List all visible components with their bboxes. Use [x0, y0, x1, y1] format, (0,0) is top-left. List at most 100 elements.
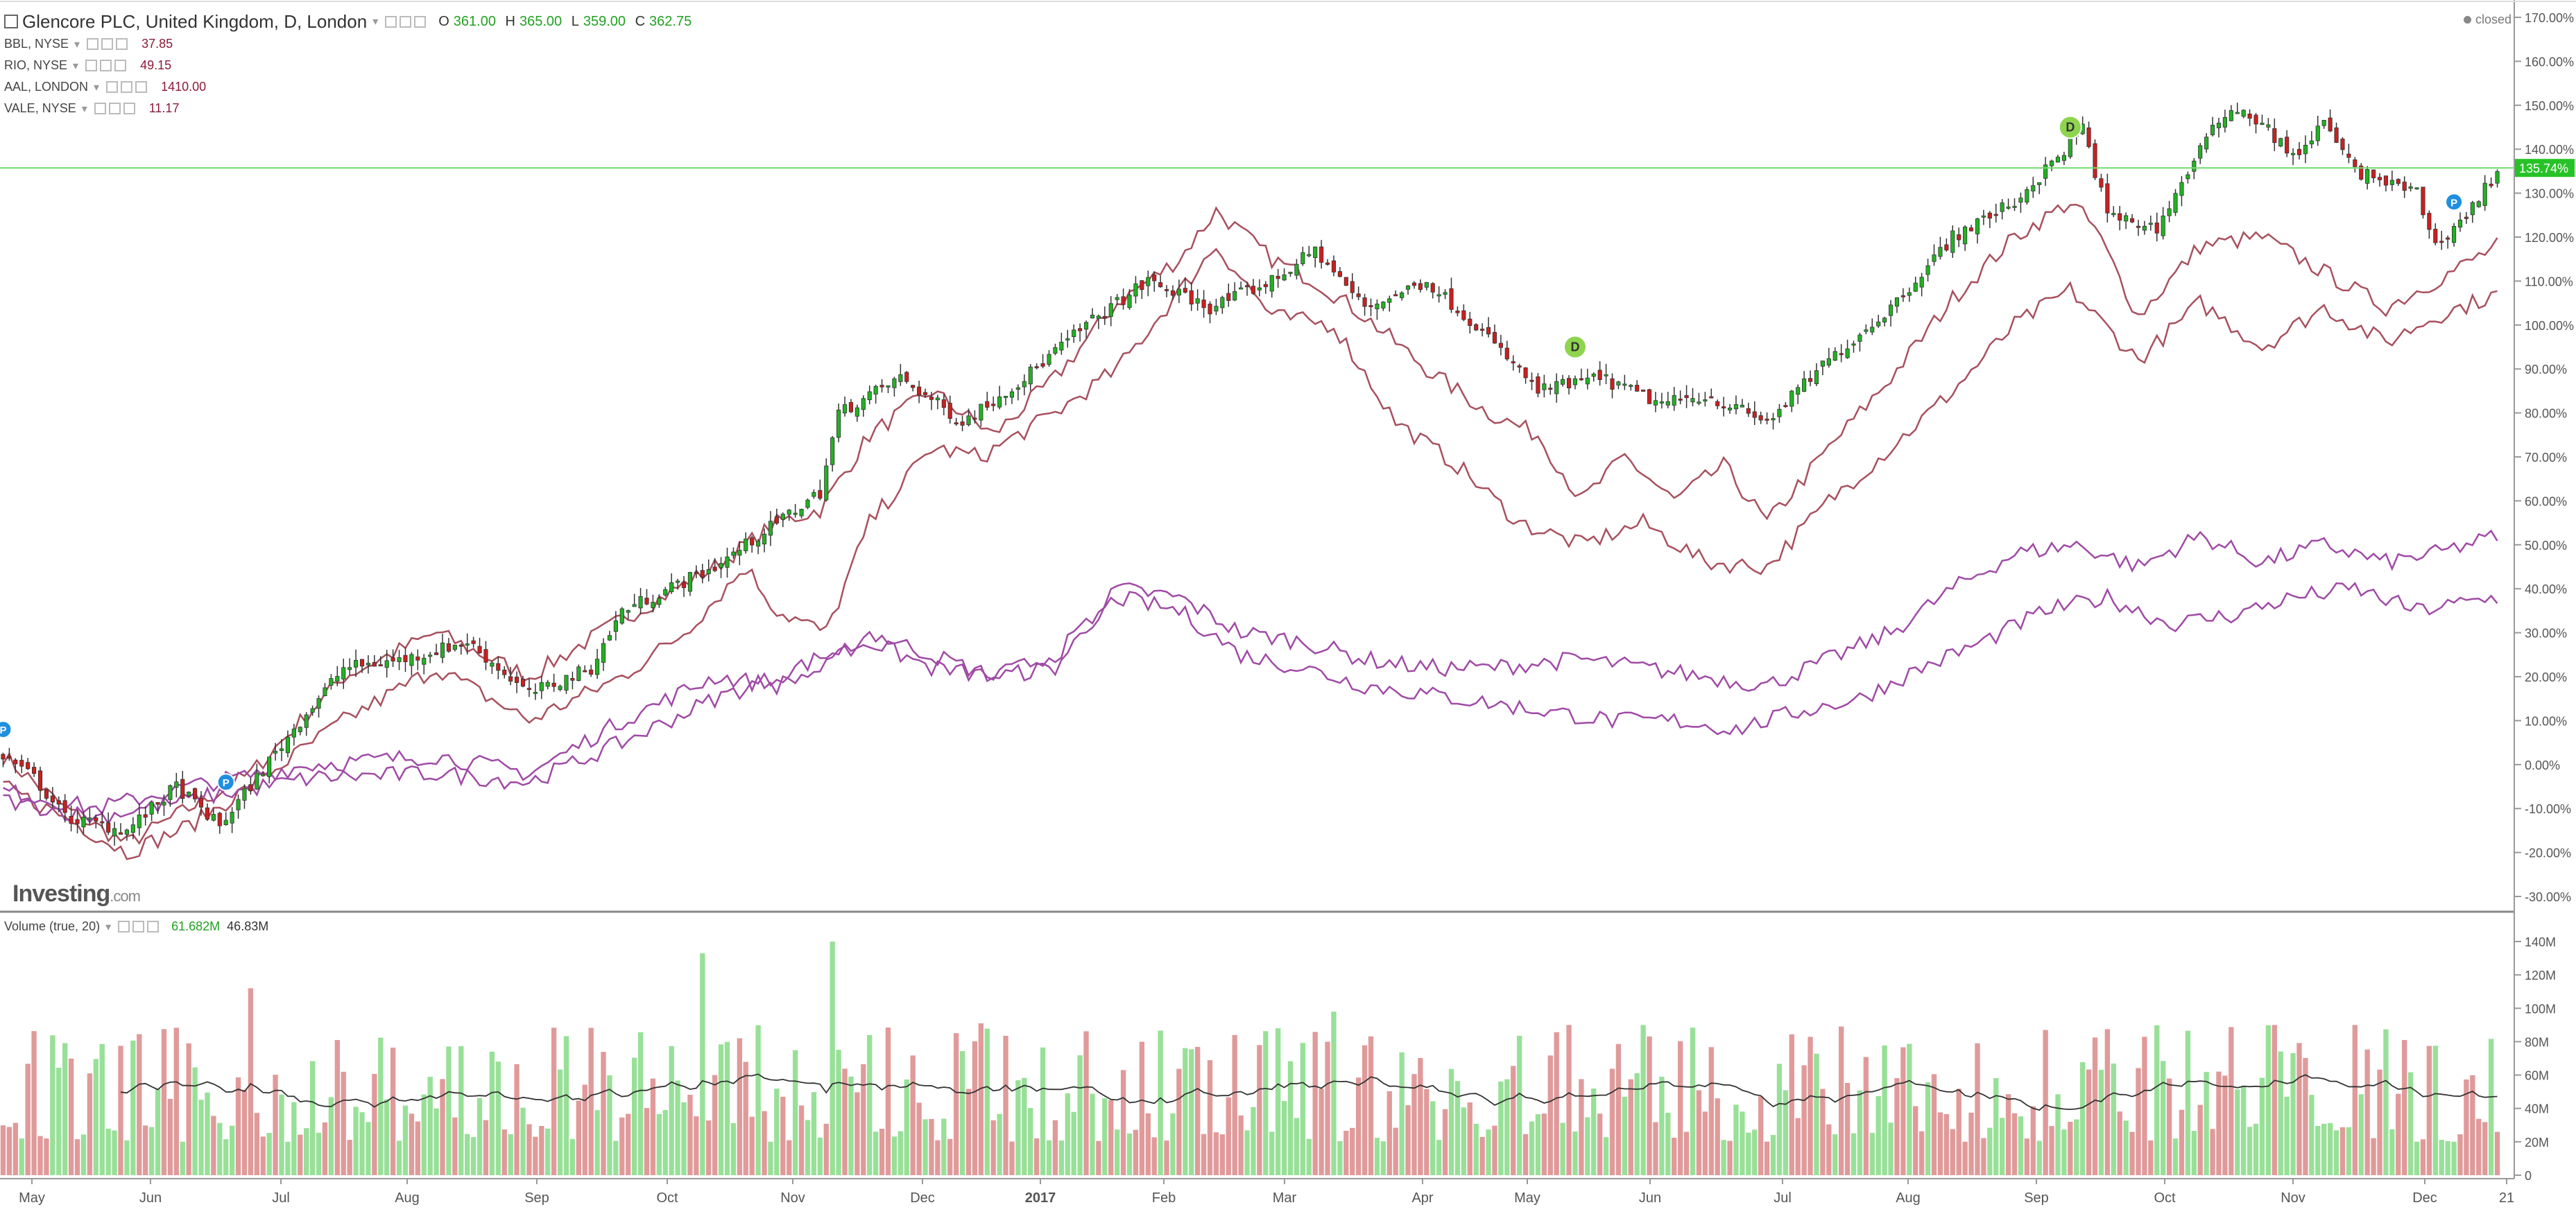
candle — [471, 636, 476, 648]
chevron-down-icon[interactable]: ▾ — [105, 921, 112, 933]
candle — [2346, 144, 2351, 164]
volume-bar — [205, 1092, 210, 1175]
chevron-down-icon[interactable]: ▾ — [73, 60, 79, 72]
price-tick-label: 150.00% — [2525, 99, 2574, 113]
collapse-square-icon[interactable] — [4, 15, 18, 28]
candle — [2321, 119, 2326, 129]
candle — [1950, 225, 1955, 258]
visibility-icon[interactable] — [385, 15, 397, 28]
candle — [638, 588, 643, 615]
time-tick-label: Aug — [395, 1190, 420, 1206]
volume-bar — [347, 1140, 352, 1175]
chevron-down-icon[interactable]: ▾ — [94, 81, 100, 94]
close-icon[interactable] — [123, 103, 135, 114]
close-icon[interactable] — [147, 921, 160, 933]
chevron-down-icon[interactable]: ▾ — [372, 16, 379, 28]
volume-bar — [2166, 1078, 2172, 1175]
settings-icon[interactable] — [108, 103, 121, 114]
volume-bar — [1126, 1133, 1133, 1175]
volume-bar — [997, 1113, 1002, 1175]
volume-tick-label: 40M — [2525, 1102, 2549, 1116]
volume-bar — [588, 1027, 594, 1175]
volume-bar — [1219, 1134, 1226, 1175]
volume-bar — [155, 1089, 161, 1175]
candle — [1350, 273, 1355, 300]
candle — [1078, 323, 1083, 342]
volume-bar — [2049, 1126, 2054, 1175]
volume-bar — [1733, 1104, 1739, 1175]
volume-bar — [1473, 1123, 1479, 1175]
candle — [1566, 375, 1572, 394]
volume-bar — [446, 1046, 452, 1175]
time-tick-label: Nov — [780, 1190, 805, 1206]
volume-bar — [879, 1129, 885, 1175]
volume-bar — [687, 1094, 693, 1175]
settings-icon[interactable] — [101, 38, 114, 50]
candle — [1938, 236, 1943, 260]
candle — [1294, 259, 1299, 280]
market-status: closed — [2464, 12, 2511, 27]
candle — [168, 784, 173, 807]
settings-icon[interactable] — [121, 81, 133, 93]
candle — [787, 509, 791, 521]
close-icon[interactable] — [116, 38, 128, 50]
visibility-icon[interactable] — [87, 38, 99, 50]
candle — [440, 634, 445, 664]
settings-icon[interactable] — [400, 15, 412, 28]
visibility-icon[interactable] — [85, 60, 98, 71]
main-series-title[interactable]: Glencore PLC, United Kingdom, D, London — [22, 10, 368, 32]
settings-icon[interactable] — [100, 60, 112, 71]
volume-bar — [2389, 1129, 2395, 1175]
compare-legend-rio[interactable]: RIO, NYSE ▾ 49.15 — [4, 58, 172, 72]
candle — [2235, 103, 2240, 114]
candle — [607, 630, 612, 641]
visibility-icon[interactable] — [118, 921, 130, 933]
candle — [193, 787, 198, 803]
volume-bar — [898, 1131, 904, 1175]
volume-bar — [186, 1043, 191, 1175]
volume-bar — [650, 1078, 656, 1175]
volume-bar — [476, 1098, 483, 1175]
volume-bar — [1096, 1141, 1101, 1175]
candle — [397, 650, 402, 670]
candle — [1022, 374, 1027, 396]
volume-bar — [1294, 1118, 1300, 1175]
volume-bar — [1647, 1036, 1652, 1175]
volume-bar — [730, 1122, 737, 1175]
candle — [1053, 343, 1058, 356]
close-icon[interactable] — [114, 60, 127, 71]
visibility-icon[interactable] — [106, 81, 119, 93]
chevron-down-icon[interactable]: ▾ — [74, 38, 80, 51]
candle — [657, 594, 662, 608]
main-series-legend[interactable]: Glencore PLC, United Kingdom, D, London … — [4, 10, 697, 33]
close-icon[interactable] — [414, 15, 427, 28]
volume-bar — [309, 1061, 316, 1175]
candle — [2216, 117, 2222, 138]
compare-legend-vale[interactable]: VALE, NYSE ▾ 11.17 — [4, 101, 180, 115]
compare-legend-aal[interactable]: AAL, LONDON ▾ 1410.00 — [4, 80, 207, 94]
volume-legend[interactable]: Volume (true, 20) ▾ 61.682M 46.83M — [4, 919, 269, 933]
price-tick-label: 170.00% — [2525, 11, 2574, 25]
volume-bar — [1516, 1035, 1522, 1175]
volume-bar — [1176, 1068, 1182, 1175]
compare-legend-bbl[interactable]: BBL, NYSE ▾ 37.85 — [4, 37, 173, 51]
volume-bar — [2161, 1061, 2166, 1175]
chevron-down-icon[interactable]: ▾ — [81, 103, 87, 115]
visibility-icon[interactable] — [94, 103, 106, 114]
volume-bar — [2476, 1118, 2482, 1175]
volume-bar — [891, 1136, 898, 1175]
volume-bar — [984, 1028, 990, 1175]
close-icon[interactable] — [135, 81, 148, 93]
volume-bar — [656, 1113, 662, 1175]
candle — [2402, 176, 2407, 198]
volume-bar — [1857, 1090, 1863, 1175]
candle — [2142, 220, 2147, 235]
volume-bars — [0, 942, 2500, 1175]
candle — [2285, 130, 2290, 157]
volume-bar — [2229, 1027, 2234, 1175]
settings-icon[interactable] — [132, 921, 145, 933]
volume-bar — [545, 1128, 551, 1175]
candle — [1411, 281, 1417, 289]
volume-bar — [44, 1138, 49, 1175]
